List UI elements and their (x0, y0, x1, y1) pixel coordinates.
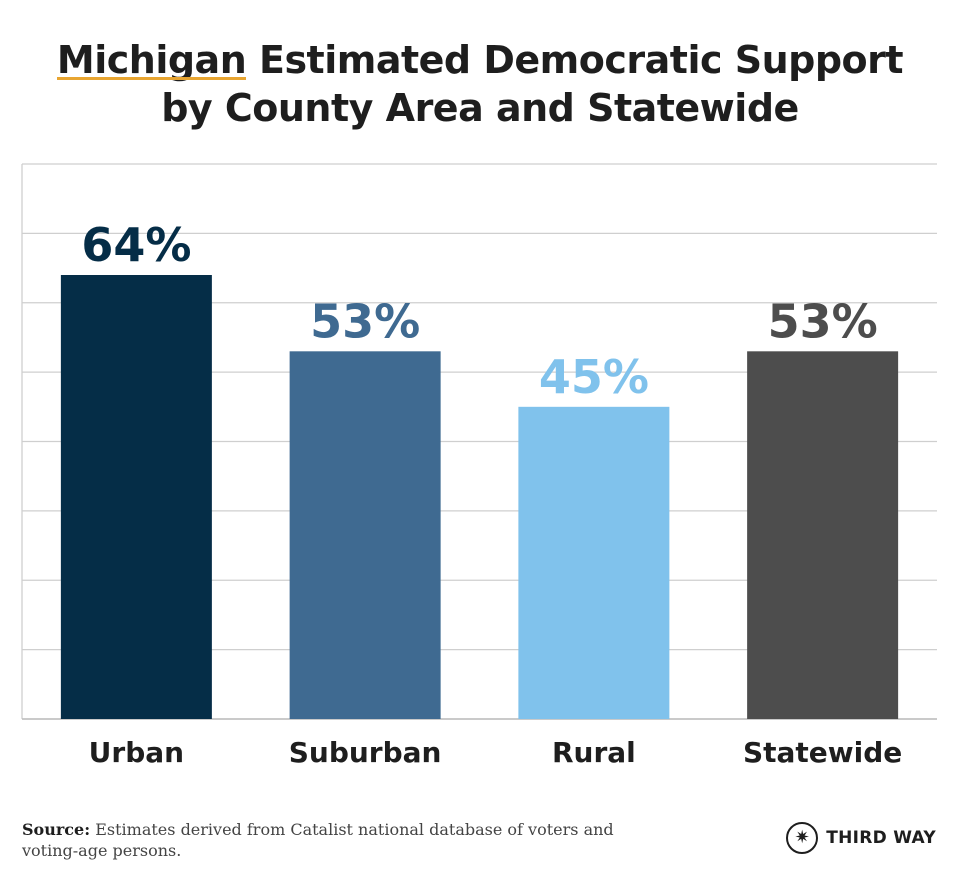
data-label-statewide: 53% (768, 294, 878, 348)
title-line-2: by County Area and Statewide (161, 86, 799, 130)
x-tick-label-rural: Rural (552, 736, 636, 769)
x-tick-label-suburban: Suburban (289, 736, 442, 769)
bar-urban (60, 275, 212, 719)
data-label-urban: 64% (81, 218, 191, 272)
brand-name: THIRD WAY (826, 828, 936, 848)
chart-title: Michigan Estimated Democratic Support by… (0, 36, 960, 132)
title-line-1-rest: Estimated Democratic Support (258, 38, 904, 82)
source-text: Estimates derived from Catalist national… (22, 820, 614, 860)
x-tick-label-statewide: Statewide (743, 736, 902, 769)
data-label-suburban: 53% (310, 294, 420, 348)
title-line-1: Michigan Estimated Democratic Support (0, 36, 960, 84)
bar-statewide (747, 351, 899, 719)
source-note: Source: Estimates derived from Catalist … (22, 819, 642, 861)
title-highlight: Michigan (56, 38, 247, 82)
bar-suburban (289, 351, 441, 719)
source-label: Source: (22, 820, 91, 839)
brand: ✷ THIRD WAY (786, 822, 936, 854)
data-label-rural: 45% (539, 350, 649, 404)
bar-rural (518, 406, 670, 719)
bar-chart: 64% Urban 53% Suburban 45% Rural 53% Statewide (21, 163, 937, 769)
compass-star-icon: ✷ (786, 822, 819, 854)
x-tick-label-urban: Urban (89, 736, 184, 769)
